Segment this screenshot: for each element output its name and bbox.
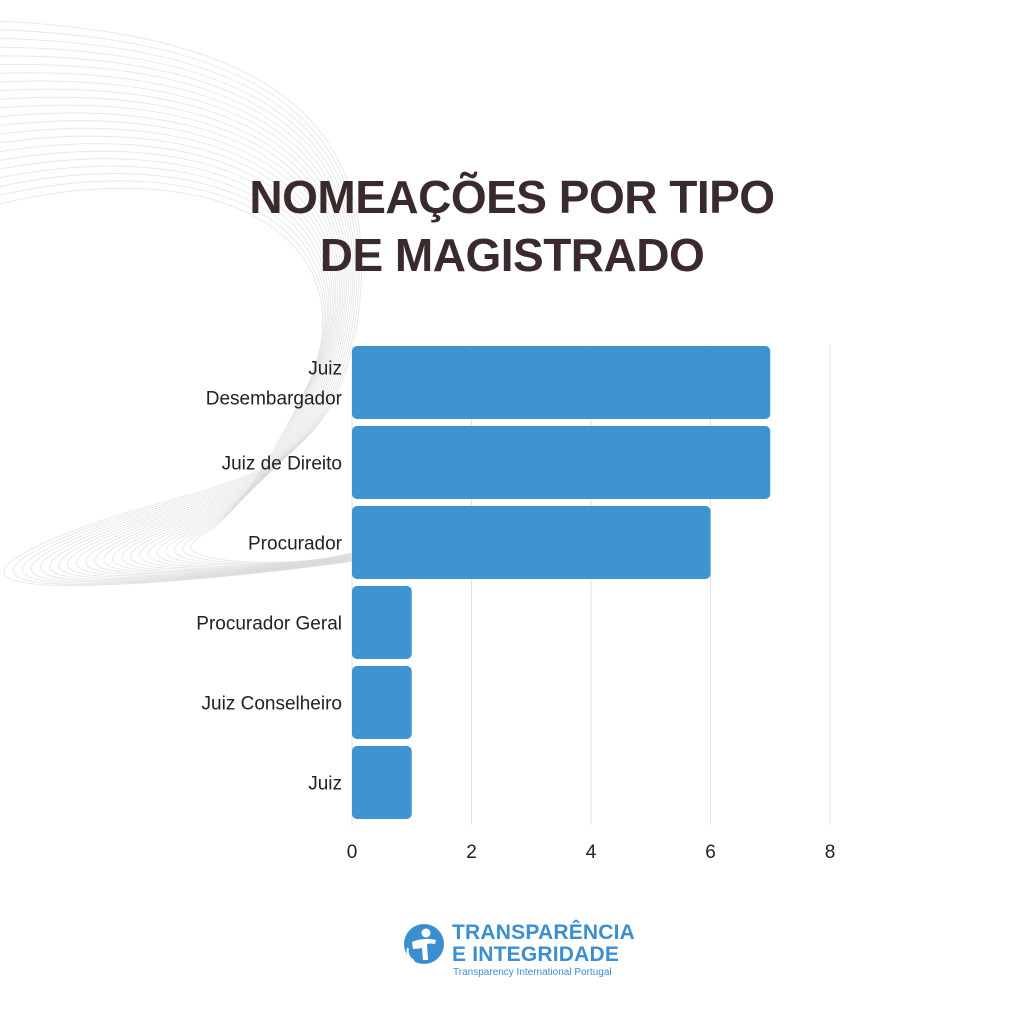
ti-globe-person-icon xyxy=(404,924,444,964)
category-label-line: Juiz xyxy=(308,359,342,380)
decorative-line xyxy=(0,158,361,567)
bar-3 xyxy=(352,506,711,579)
decorative-line xyxy=(0,38,361,584)
bar-5 xyxy=(352,666,412,739)
category-label-line: Procurador Geral xyxy=(196,614,342,635)
category-label-line: Desembargador xyxy=(206,389,343,410)
decorative-line xyxy=(0,64,361,581)
category-label-4: Procurador Geral xyxy=(196,614,342,635)
bar-1 xyxy=(352,346,771,419)
decorative-line xyxy=(0,55,361,582)
decorative-line xyxy=(0,29,361,585)
x-axis-tick-labels: 0 2 4 6 8 xyxy=(347,842,836,863)
category-label-1: Juiz Desembargador xyxy=(206,359,343,410)
decorative-line xyxy=(0,135,361,570)
x-tick-label-8: 8 xyxy=(825,842,836,863)
decorative-line xyxy=(0,187,361,563)
decorative-line xyxy=(0,143,361,569)
bar-2 xyxy=(352,426,771,499)
decorative-line xyxy=(0,150,361,568)
bars xyxy=(352,346,771,819)
category-label-2: Juiz de Direito xyxy=(222,454,342,475)
category-label-line: Juiz Conselheiro xyxy=(202,694,342,715)
decorative-line xyxy=(0,180,361,564)
x-tick-label-6: 6 xyxy=(705,842,716,863)
category-labels: Juiz Desembargador Juiz de Direito Procurad… xyxy=(196,359,342,795)
category-label-line: Juiz de Direito xyxy=(222,454,342,475)
decorative-line xyxy=(0,20,362,586)
decorative-line xyxy=(0,165,361,566)
category-label-6: Juiz xyxy=(308,774,342,795)
chart-title-line-1: NOMEAÇÕES POR TIPO xyxy=(249,171,775,223)
x-tick-label-2: 2 xyxy=(466,842,477,863)
bar-6 xyxy=(352,746,412,819)
organization-logo: TRANSPARÊNCIA E INTEGRIDADE Transparency… xyxy=(402,920,636,984)
category-label-line: Juiz xyxy=(308,774,342,795)
category-label-5: Juiz Conselheiro xyxy=(202,694,342,715)
bar-4 xyxy=(352,586,412,659)
logo-subtitle: Transparency International Portugal xyxy=(453,967,612,978)
logo-line-2: E INTEGRIDADE xyxy=(452,943,620,966)
gridlines xyxy=(351,345,831,825)
category-label-line: Procurador xyxy=(248,534,343,555)
category-label-3: Procurador xyxy=(248,534,343,555)
chart-title: NOMEAÇÕES POR TIPO DE MAGISTRADO xyxy=(112,168,912,284)
x-tick-label-0: 0 xyxy=(347,842,358,863)
decorative-line xyxy=(0,46,361,583)
logo-line-1: TRANSPARÊNCIA xyxy=(452,921,636,944)
chart-title-line-2: DE MAGISTRADO xyxy=(319,229,705,281)
x-tick-label-4: 4 xyxy=(586,842,597,863)
decorative-line xyxy=(0,173,361,565)
